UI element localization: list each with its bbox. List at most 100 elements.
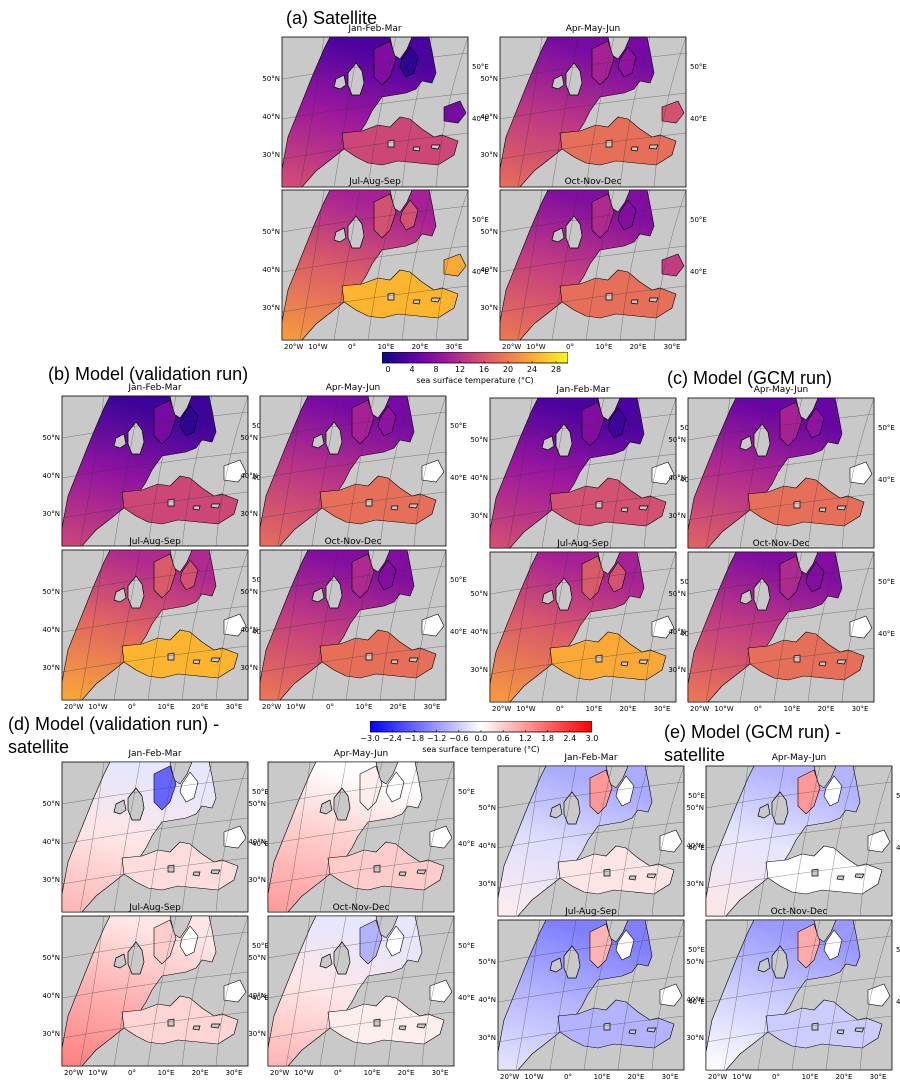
landmass	[167, 652, 175, 661]
landmass	[565, 215, 583, 249]
landmass	[818, 661, 827, 667]
lon-tick-label: 10°E	[364, 1069, 381, 1077]
lat-tick-label: 50°N	[478, 958, 496, 966]
landmass	[333, 941, 351, 975]
right-tick-label: 40°E	[690, 115, 707, 123]
right-tick-label: 40°E	[896, 998, 900, 1006]
lat-tick-label: 30°N	[42, 510, 60, 518]
landmass	[113, 953, 127, 969]
lat-tick-label: 50°N	[480, 75, 498, 83]
right-tick-label: 50°E	[688, 946, 705, 954]
sst-map: 20°W10°W0°10°E20°E30°E30°N40°N50°N40°E50…	[42, 549, 269, 711]
landmass	[638, 505, 649, 511]
axis-tick-labels: 20°W 10°W 0° 10°E 20°E 30°E 30°N 40°N 50°N 40°E 50…	[262, 216, 489, 351]
graticule	[705, 919, 893, 1071]
lon-tick-label: 10°W	[308, 343, 327, 351]
landmass	[210, 657, 221, 663]
right-tick-label: 50°E	[896, 946, 900, 954]
landmass	[605, 292, 613, 301]
landmass	[563, 791, 581, 825]
map-panel-c-2: Jul-Aug-Sep 20°W 10°W 0° 10°E 20°E 30°E 30°N 40°…	[470, 539, 697, 713]
graticule	[281, 36, 469, 188]
landmass	[127, 787, 145, 821]
lat-tick-label: 30°N	[470, 512, 488, 520]
panel-title: Jul-Aug-Sep	[565, 907, 617, 917]
right-tick-label: 50°E	[252, 788, 269, 796]
region-baltic-sea	[617, 46, 637, 78]
lat-tick-label: 40°N	[480, 113, 498, 121]
panel-title: Apr-May-Jun	[565, 24, 621, 34]
lat-tick-label: 40°N	[470, 628, 488, 636]
landmass	[311, 587, 325, 603]
graticule	[497, 765, 685, 917]
landmass	[603, 1022, 611, 1031]
region-baltic-sea	[385, 925, 405, 957]
lon-tick-label: 20°W	[492, 705, 511, 713]
landmass	[551, 227, 565, 243]
landmass	[113, 587, 127, 603]
map-panel-e-3: Oct-Nov-Dec 20°W 10°W 0° 10°E 20°E 30°E 30°N 40°…	[686, 907, 900, 1080]
region-black-sea	[661, 253, 685, 277]
lat-tick-label: 30°N	[262, 304, 280, 312]
lat-tick-label: 30°N	[480, 304, 498, 312]
lat-tick-label: 40°N	[686, 842, 704, 850]
map-panel-b-1: Apr-May-Jun20°W10°W0°10°E20°E30°E30°N40°…	[240, 383, 467, 557]
section-title-e: (e) Model (GCM run) -	[664, 722, 842, 742]
region-black-sea	[223, 979, 247, 1003]
landmass	[630, 146, 639, 152]
lat-tick-label: 30°N	[478, 1034, 496, 1042]
right-tick-label: 40°E	[458, 840, 475, 848]
axis-tick-labels: 20°W 10°W 0° 10°E 20°E 30°E 30°N 40°N 50°N 40°E 50…	[478, 946, 705, 1080]
panel-title: Jan-Feb-Mar	[348, 24, 402, 34]
region-baltic-sea	[399, 46, 419, 78]
landmass	[430, 144, 441, 150]
region-black-sea	[849, 615, 873, 639]
map-panel-e-2: Jul-Aug-Sep 20°W 10°W 0° 10°E 20°E 30°E 30°N 40°…	[478, 907, 705, 1080]
landmass	[325, 575, 343, 609]
lat-tick-label: 30°N	[248, 1030, 266, 1038]
landmass	[628, 875, 637, 881]
region-black-sea	[443, 253, 467, 277]
lat-tick-label: 50°N	[42, 954, 60, 962]
axis-tick-labels: 20°W 10°W 0° 10°E 20°E 30°E 30°N 40°N 50°N 40°E 50…	[42, 942, 269, 1077]
graticule	[259, 395, 447, 547]
graticule	[61, 395, 249, 547]
sst-map: 20°W10°W0°10°E20°E30°E30°N40°N50°N40°E50…	[480, 36, 707, 198]
lon-tick-label: 30°E	[852, 705, 869, 713]
map-panel-e-0: Jan-Feb-Mar20°W10°W0°10°E20°E30°E30°N40°…	[478, 753, 705, 927]
landmass	[648, 297, 659, 303]
section-title-a: (a) Satellite	[286, 8, 378, 28]
landmass	[390, 505, 399, 511]
region-baltic-sea	[377, 405, 397, 437]
graticule	[687, 551, 875, 703]
lat-tick-label: 40°N	[248, 992, 266, 1000]
lat-tick-label: 30°N	[668, 512, 686, 520]
graticule	[499, 36, 687, 188]
region-black-sea	[867, 829, 891, 853]
landmass	[408, 503, 419, 509]
lat-tick-label: 40°N	[42, 472, 60, 480]
landmass	[811, 868, 819, 877]
map-panel-b-3: Oct-Nov-Dec 20°W 10°W 0° 10°E 20°E 30°E 30°N 40°…	[240, 537, 467, 711]
landmass	[771, 945, 789, 979]
landmass	[167, 864, 175, 873]
landmass	[793, 500, 801, 509]
landmass	[563, 945, 581, 979]
right-tick-label: 50°E	[252, 942, 269, 950]
lat-tick-label: 50°N	[42, 434, 60, 442]
lat-tick-label: 40°N	[262, 266, 280, 274]
region-black-sea	[661, 100, 685, 124]
colorbar-tick-label: 2.4	[563, 734, 577, 743]
section-title-b: (b) Model (validation run)	[48, 364, 249, 384]
sst-colorbar-ramp	[382, 352, 568, 364]
difference-colorbar-ticks: −3.0 −2.4 −1.8 −1.2 −0.6 0.0 0.6 1.2 1.8 2.4 3.0	[360, 734, 598, 744]
lat-tick-label: 30°N	[262, 151, 280, 159]
lon-tick-label: 30°E	[662, 1073, 679, 1080]
right-tick-label: 40°E	[688, 998, 705, 1006]
region-baltic-sea	[607, 407, 627, 439]
colorbar-tick-label: −0.6	[449, 734, 469, 743]
